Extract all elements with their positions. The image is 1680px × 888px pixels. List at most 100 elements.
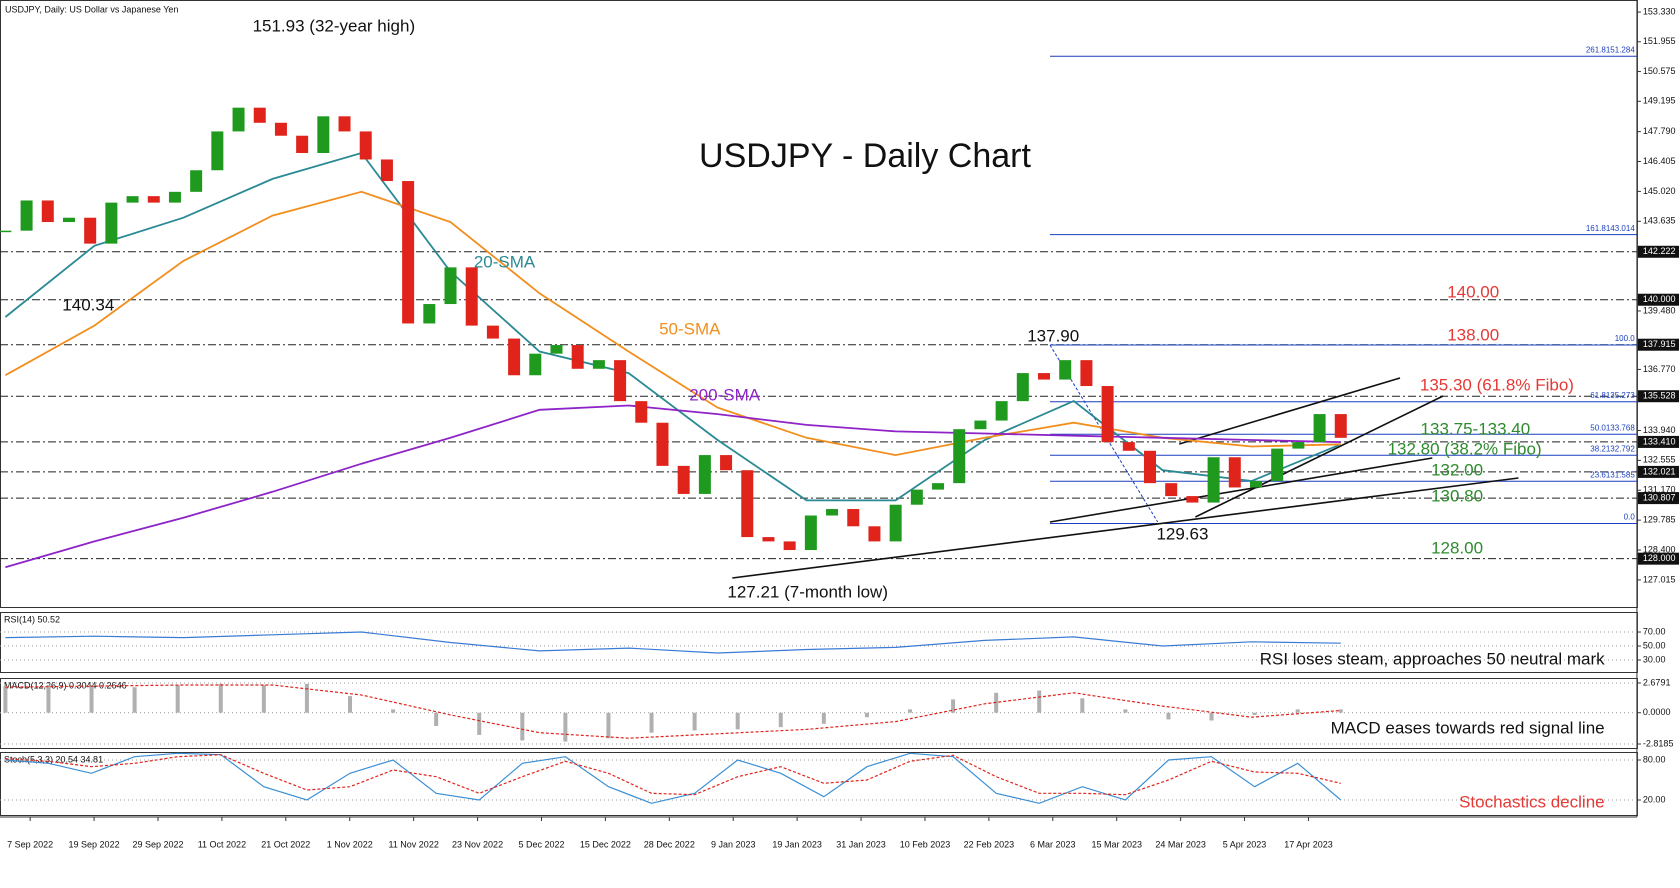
x-tick-label: 7 Sep 2022 (7, 839, 53, 849)
indicator-line (5, 631, 1341, 654)
candle (444, 267, 457, 305)
trend-line (1049, 457, 1433, 523)
x-tick-label: 19 Sep 2022 (69, 839, 120, 849)
y-tick-label: 151.955 (1643, 36, 1676, 46)
candle (995, 401, 1008, 421)
fib-price: 143.014 (1606, 224, 1635, 233)
candle (1313, 414, 1326, 443)
y-tick-label: 131.170 (1643, 485, 1676, 495)
candle (529, 353, 542, 376)
macd-bar (348, 696, 352, 713)
y-tick-label: 133.940 (1643, 425, 1676, 435)
candle (62, 217, 75, 223)
macd-bar (434, 712, 439, 727)
x-tick-label: 1 Nov 2022 (327, 839, 373, 849)
fib-level: 0.0 (1624, 513, 1636, 522)
y-tick-label: 50.00 (1643, 640, 1666, 650)
fib-level: 38.2 (1590, 444, 1606, 453)
macd-bar (864, 712, 869, 718)
macd-bar (1166, 712, 1171, 720)
level-label: 132.021 (1643, 466, 1676, 476)
sma-label: 50-SMA (659, 319, 721, 338)
x-tick-label: 15 Dec 2022 (580, 839, 631, 849)
x-tick-label: 28 Dec 2022 (644, 839, 695, 849)
macd-bar (563, 712, 568, 742)
y-tick-label: 129.785 (1643, 515, 1676, 525)
macd-bar (692, 712, 697, 731)
candle (1122, 442, 1135, 451)
level-label-box (1637, 465, 1679, 478)
candle (126, 196, 139, 203)
candle (423, 304, 436, 324)
y-tick-label: 149.195 (1643, 96, 1676, 106)
annotation: 128.00 (1431, 538, 1483, 557)
level-label-box (1637, 435, 1679, 448)
candle (41, 200, 54, 223)
y-tick-label: 2.6791 (1643, 677, 1671, 687)
x-tick-label: 6 Mar 2023 (1030, 839, 1076, 849)
panel-title: MACD(12,26,9) 0.3044 0.2646 (4, 680, 127, 690)
candle (253, 107, 266, 123)
candle (211, 131, 224, 171)
candle (614, 360, 627, 402)
y-tick-label: 30.00 (1643, 654, 1666, 664)
macd-bar (89, 686, 94, 713)
candle (508, 338, 521, 376)
candle (1016, 373, 1029, 402)
y-tick-label: 132.555 (1643, 455, 1676, 465)
y-tick-label: 153.330 (1643, 6, 1676, 16)
x-tick-label: 24 Mar 2023 (1155, 839, 1206, 849)
level-label-box (1637, 338, 1679, 351)
macd-bar (1295, 709, 1300, 713)
candle (635, 401, 648, 423)
x-tick-label: 23 Nov 2022 (452, 839, 503, 849)
candle (868, 526, 881, 542)
candle (592, 360, 605, 369)
x-tick-label: 9 Jan 2023 (711, 839, 756, 849)
fib-level: 161.8 (1586, 224, 1607, 233)
fib-swing (1049, 344, 1159, 523)
candle (20, 200, 33, 231)
candle (698, 455, 711, 494)
level-label: 142.222 (1643, 246, 1676, 256)
candle (1080, 360, 1093, 387)
macd-bar (735, 712, 740, 730)
y-tick-label: 146.405 (1643, 156, 1676, 166)
annotation: 140.00 (1447, 282, 1499, 301)
y-tick-label: -2.8185 (1643, 738, 1674, 748)
level-label: 130.807 (1643, 492, 1676, 502)
candle (147, 196, 160, 203)
macd-bar (218, 683, 223, 713)
candle (571, 345, 584, 369)
trend-line (732, 477, 1519, 579)
candle (910, 489, 923, 505)
x-tick-label: 11 Nov 2022 (388, 839, 438, 849)
candle (1207, 457, 1220, 503)
sma-label: 200-SMA (689, 385, 761, 404)
macd-bar (1252, 712, 1257, 715)
annotation: 132.80 (38.2% Fibo) (1388, 439, 1542, 458)
candle (359, 131, 372, 160)
y-tick-label: 143.635 (1643, 216, 1676, 226)
fib-level: 50.0 (1590, 423, 1606, 432)
y-tick-label: 70.00 (1643, 626, 1666, 636)
y-tick-label: 128.400 (1643, 544, 1676, 554)
candle (0, 230, 12, 233)
macd-bar (3, 686, 8, 713)
panel-annotation: MACD eases towards red signal line (1331, 718, 1605, 737)
fib-price: 132.792 (1606, 444, 1635, 453)
x-tick-label: 5 Apr 2023 (1223, 839, 1267, 849)
candle (84, 217, 97, 244)
macd-bar (304, 683, 309, 713)
annotation: 137.90 (1027, 326, 1079, 345)
candle (1144, 450, 1156, 484)
level-label-box (1637, 552, 1679, 565)
x-tick-label: 29 Sep 2022 (132, 839, 183, 849)
candle (1228, 457, 1241, 488)
y-tick-label: 80.00 (1643, 754, 1666, 764)
candle (168, 191, 181, 203)
fib-price: 151.284 (1606, 45, 1635, 54)
indicator-line (5, 752, 1342, 804)
annotation: 135.30 (61.8% Fibo) (1420, 375, 1574, 394)
